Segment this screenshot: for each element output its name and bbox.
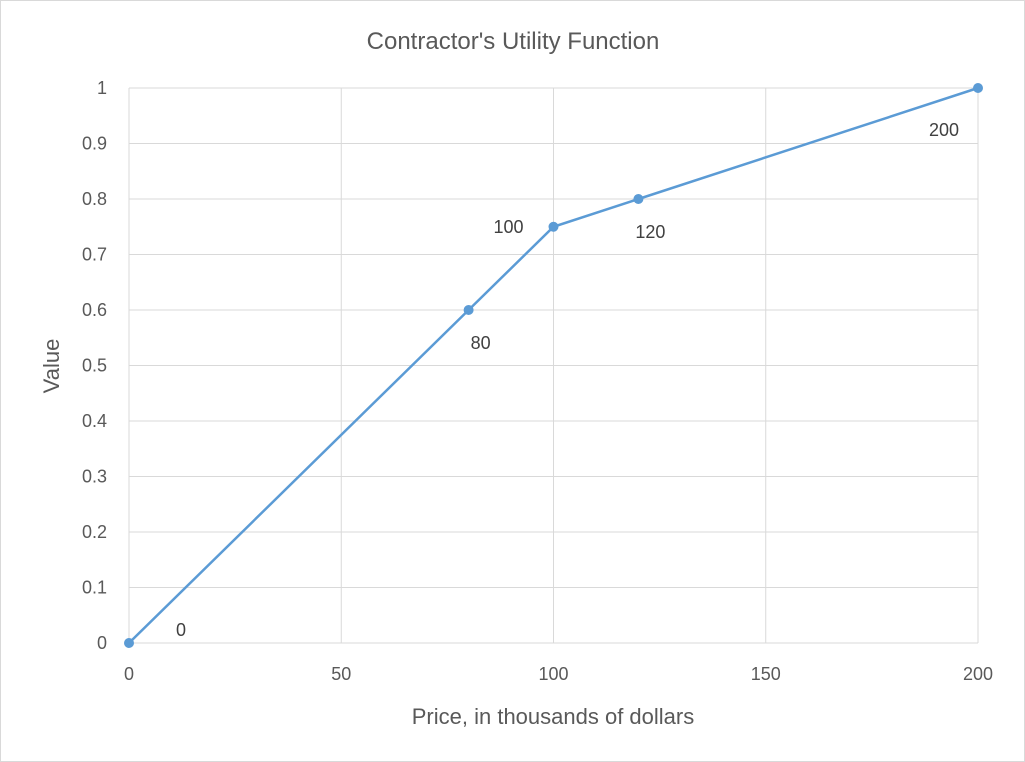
- x-axis-title: Price, in thousands of dollars: [412, 704, 695, 729]
- y-tick-label: 0.8: [82, 189, 107, 209]
- data-point: [633, 194, 644, 204]
- data-label: 80: [471, 333, 491, 353]
- y-tick-label: 0.2: [82, 522, 107, 542]
- y-tick-label: 0.1: [82, 578, 107, 598]
- series-group: 0 80 100 120 200: [124, 83, 983, 648]
- y-axis-title: Value: [39, 339, 64, 394]
- data-point: [973, 83, 983, 93]
- data-point: [124, 638, 134, 648]
- y-tick-label: 0.4: [82, 411, 107, 431]
- x-tick-label: 50: [331, 664, 351, 684]
- data-point: [548, 221, 559, 232]
- x-tick-label: 200: [963, 664, 993, 684]
- gridlines: [128, 87, 979, 644]
- y-tick-label: 0.3: [82, 467, 107, 487]
- y-axis-ticks: 0 0.1 0.2 0.3 0.4 0.5 0.6 0.7 0.8 0.9 1: [82, 78, 107, 653]
- x-tick-label: 150: [751, 664, 781, 684]
- x-tick-label: 100: [538, 664, 568, 684]
- x-tick-label: 0: [124, 664, 134, 684]
- data-label: 200: [929, 120, 959, 140]
- data-label: 100: [493, 217, 523, 237]
- x-axis-ticks: 0 50 100 150 200: [124, 664, 993, 684]
- y-tick-label: 0.7: [82, 245, 107, 265]
- chart-title: Contractor's Utility Function: [367, 28, 660, 55]
- data-label: 120: [635, 222, 665, 242]
- data-label: 0: [176, 620, 186, 640]
- y-tick-label: 0: [97, 633, 107, 653]
- y-tick-label: 0.9: [82, 134, 107, 154]
- y-tick-label: 0.6: [82, 300, 107, 320]
- y-tick-label: 1: [97, 78, 107, 98]
- y-tick-label: 0.5: [82, 356, 107, 376]
- data-point: [463, 305, 474, 315]
